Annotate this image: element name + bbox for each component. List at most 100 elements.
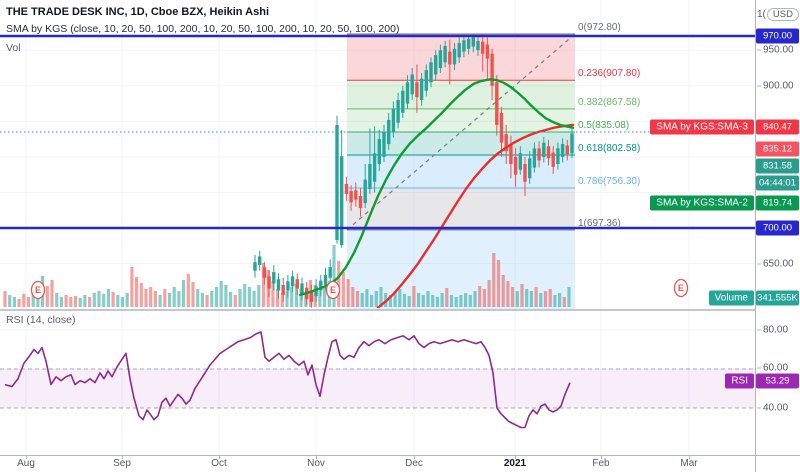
time-axis[interactable]: Aug Sep Oct Nov Dec 2021 Feb Mar: [0, 455, 800, 472]
volume-bar: [55, 293, 59, 307]
time-tick: [219, 455, 220, 459]
volume-bar: [539, 293, 543, 307]
earnings-letter: E: [330, 285, 336, 295]
candle-body: [532, 148, 537, 168]
candle-body: [377, 139, 381, 164]
volume-bar: [224, 285, 228, 307]
candle-body: [499, 112, 504, 143]
candle-body: [462, 40, 466, 52]
volume-bar: [172, 287, 176, 307]
volume-bar: [445, 288, 449, 307]
candle-body: [314, 286, 318, 297]
volume-bar: [111, 292, 115, 307]
volume-bar: [370, 295, 374, 307]
candle-body: [328, 267, 332, 278]
candle-body: [537, 148, 541, 161]
earnings-circle: [673, 278, 689, 298]
symbol-title[interactable]: THE TRADE DESK INC, 1D, Cboe BZX, Heikin…: [6, 6, 270, 18]
candle-body: [309, 292, 314, 302]
volume-bar: [252, 291, 256, 307]
volume-bar: [341, 272, 345, 307]
volume-bar: [26, 297, 31, 307]
volume-bar: [257, 285, 261, 307]
candle-body: [565, 145, 569, 155]
fib-retracement-drawing[interactable]: [346, 33, 576, 309]
user-horizontal-lines[interactable]: [0, 34, 755, 230]
candle-body: [438, 50, 443, 68]
volume-bar: [3, 291, 7, 307]
volume-bar: [271, 281, 275, 307]
candle-body: [457, 43, 461, 58]
earnings-marker[interactable]: E: [325, 280, 341, 300]
price-axis[interactable]: 950.00 900.00 650.00 80.00 60.00 40.00 970.00 8…: [756, 0, 800, 455]
indicator-legend-volume[interactable]: Vol: [6, 42, 21, 54]
candle-body: [340, 156, 344, 246]
rsi-plot: [0, 331, 755, 429]
candle-body: [319, 280, 323, 291]
indicator-legend-sma[interactable]: SMA by KGS (close, 10, 20, 50, 100, 200,…: [6, 23, 400, 35]
volume-bar: [153, 291, 157, 307]
fib-label-0.236: 0.236(907.80): [578, 68, 641, 80]
volume-bar: [318, 291, 322, 307]
volume-bar: [492, 253, 496, 307]
volume-bar: [393, 291, 397, 307]
volume-bar: [280, 293, 284, 307]
volume-bar: [200, 293, 204, 307]
volume-bar: [205, 295, 209, 307]
volume-bar: [496, 260, 501, 307]
volume-bar: [478, 286, 482, 307]
candle-body: [448, 51, 452, 65]
time-label-aug: Aug: [17, 458, 35, 469]
fib-label-0.786: 0.786(756.30): [578, 175, 641, 187]
price-tick: 950.00: [757, 45, 794, 56]
axis-badge: 835.12: [756, 141, 799, 157]
volume-bar: [473, 291, 477, 307]
candle-body: [495, 82, 499, 125]
axis-badge: 819.74: [756, 195, 799, 211]
time-tick: [316, 455, 317, 459]
volume-bar: [102, 294, 106, 307]
candle-body: [363, 179, 367, 204]
earnings-letter: E: [678, 283, 684, 293]
volume-bar: [398, 289, 402, 307]
candle-body: [504, 134, 508, 152]
pane-separator[interactable]: [0, 309, 800, 311]
volume-bar: [449, 295, 454, 307]
currency-unit-button[interactable]: USD: [766, 8, 799, 21]
candle-body: [471, 37, 475, 47]
candle-body: [570, 133, 574, 154]
candle-body: [349, 191, 353, 203]
candle-body: [452, 48, 457, 65]
volume-bar: [229, 292, 233, 307]
volume-bar: [158, 295, 162, 307]
volume-bar: [402, 294, 407, 307]
volume-bar: [346, 279, 350, 307]
top-tick-prefix: 1(: [757, 9, 766, 20]
volume-bar: [247, 287, 251, 307]
volume-bar: [426, 291, 430, 307]
candle-body: [258, 256, 262, 265]
volume-bar: [299, 289, 303, 307]
earnings-marker[interactable]: E: [30, 280, 46, 300]
volume-bar: [374, 291, 378, 307]
volume-bar: [482, 289, 486, 307]
candle-body: [396, 100, 400, 123]
candle-body: [429, 62, 433, 83]
volume-bar: [548, 289, 552, 307]
candle-body: [509, 144, 513, 164]
volume-bar: [210, 291, 214, 307]
candle-body: [556, 148, 560, 164]
volume-bar: [459, 295, 463, 307]
volume-bar: [501, 275, 505, 307]
volume-bar: [97, 291, 101, 307]
candle-body: [401, 90, 405, 113]
volume-bar: [130, 267, 134, 307]
indicator-legend-rsi[interactable]: RSI (14, close): [6, 314, 76, 326]
volume-bar: [219, 281, 223, 307]
earnings-marker[interactable]: E: [673, 278, 689, 298]
axis-badge: 53.29: [756, 373, 799, 389]
volume-bar: [515, 291, 519, 307]
time-label-sep: Sep: [113, 458, 131, 469]
